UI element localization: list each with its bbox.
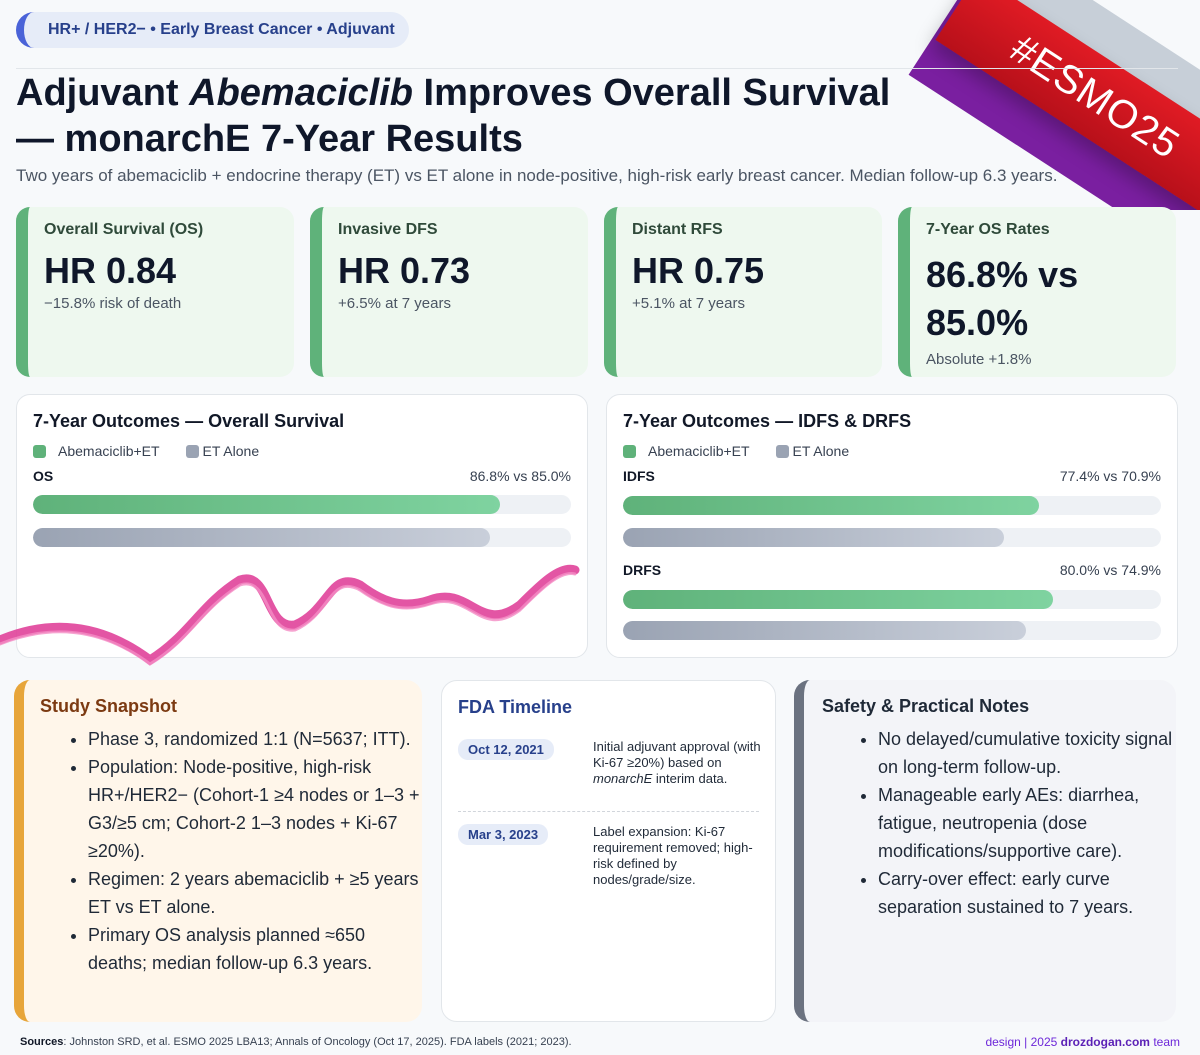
bar-track-idfs-et [623,528,1161,547]
row-value-drfs: 80.0% vs 74.9% [1059,562,1161,578]
row-value-idfs: 77.4% vs 70.9% [1059,468,1161,484]
stat-card-idfs: Invasive DFS HR 0.73 +6.5% at 7 years [310,207,588,377]
bar-track-drfs-abema [623,590,1161,609]
legend: Abemaciclib+ET ET Alone [33,443,259,459]
topic-tag: HR+ / HER2− • Early Breast Cancer • Adju… [16,12,409,48]
bar-track-idfs-abema [623,496,1161,515]
safety-notes-card: Safety & Practical Notes No delayed/cumu… [794,680,1176,1022]
page-subtitle: Two years of abemaciclib + endocrine the… [16,166,1058,185]
bar-os-et-alone [33,528,491,547]
pink-ribbon-decoration [0,564,580,666]
panel-title: 7-Year Outcomes — IDFS & DRFS [623,411,912,431]
bar-track-drfs-et [623,621,1161,640]
stat-note: +6.5% at 7 years [338,295,451,312]
row-label-drfs: DRFS [623,562,662,578]
stat-card-os: Overall Survival (OS) HR 0.84 −15.8% ris… [16,207,294,377]
stat-value: HR 0.75 [632,250,765,291]
legend: Abemaciclib+ET ET Alone [623,443,849,459]
site-link[interactable]: drozdogan.com [1060,1035,1150,1049]
stat-label: 7-Year OS Rates [926,221,1050,238]
list-item: No delayed/cumulative toxicity signal on… [878,725,1176,781]
credit-footer: design | 2025 drozdogan.com team [985,1035,1180,1049]
stat-label: Distant RFS [632,221,723,238]
row-value-os: 86.8% vs 85.0% [469,468,571,484]
card-title: Safety & Practical Notes [822,696,1030,716]
stat-card-drfs: Distant RFS HR 0.75 +5.1% at 7 years [604,207,882,377]
list-item: Manageable early AEs: diarrhea, fatigue,… [878,781,1176,865]
study-snapshot-card: Study Snapshot Phase 3, randomized 1:1 (… [14,680,422,1022]
card-title: Study Snapshot [40,696,178,716]
legend-item-abemaciclib: Abemaciclib+ET [33,443,160,459]
stat-value: HR 0.73 [338,250,471,291]
timeline-description: Initial adjuvant approval (with Ki-67 ≥2… [593,739,761,786]
bar-drfs-abemaciclib [623,590,1054,609]
timeline-divider [458,811,759,812]
legend-item-abemaciclib: Abemaciclib+ET [623,443,750,459]
divider [16,68,1178,69]
list-item: Primary OS analysis planned ≈650 deaths;… [88,921,422,977]
stat-label: Overall Survival (OS) [44,221,204,238]
bar-drfs-et-alone [623,621,1026,640]
list-item: Phase 3, randomized 1:1 (N=5637; ITT). [88,725,422,753]
fda-timeline-card: FDA Timeline Oct 12, 2021 Initial adjuva… [441,680,776,1022]
bar-track-os-abema [33,495,571,514]
panel-title: 7-Year Outcomes — Overall Survival [33,411,345,431]
page-title: Adjuvant Abemaciclib Improves Overall Su… [16,72,891,160]
snapshot-list: Phase 3, randomized 1:1 (N=5637; ITT). P… [24,725,422,977]
idfs-drfs-outcomes-panel: 7-Year Outcomes — IDFS & DRFS Abemacicli… [606,394,1178,658]
list-item: Population: Node-positive, high-risk HR+… [88,753,422,865]
bar-track-os-et [33,528,571,547]
stat-value: HR 0.84 [44,250,177,291]
stat-note: +5.1% at 7 years [632,295,745,312]
stat-value: 86.8% vs 85.0% [926,254,1079,343]
legend-item-et: ET Alone [775,443,849,459]
card-title: FDA Timeline [458,697,573,717]
timeline-date: Mar 3, 2023 [458,824,549,845]
stat-label: Invasive DFS [338,221,438,238]
list-item: Regimen: 2 years abemaciclib + ≥5 years … [88,865,422,921]
stat-card-os-rates: 7-Year OS Rates 86.8% vs 85.0% Absolute +… [898,207,1176,377]
bar-idfs-abemaciclib [623,496,1040,515]
row-label-os: OS [33,468,54,484]
row-label-idfs: IDFS [623,468,655,484]
sources-footer: Sources: Johnston SRD, et al. ESMO 2025 … [20,1036,572,1048]
bar-os-abemaciclib [33,495,500,514]
stat-note: Absolute +1.8% [926,351,1032,368]
list-item: Carry-over effect: early curve separatio… [878,865,1176,921]
os-outcomes-panel: 7-Year Outcomes — Overall Survival Abema… [16,394,588,658]
stat-note: −15.8% risk of death [44,295,182,312]
timeline-date: Oct 12, 2021 [458,739,554,760]
bar-idfs-et-alone [623,528,1005,547]
safety-list: No delayed/cumulative toxicity signal on… [804,725,1176,921]
legend-item-et: ET Alone [185,443,259,459]
timeline-description: Label expansion: Ki-67 requirement remov… [593,824,753,887]
